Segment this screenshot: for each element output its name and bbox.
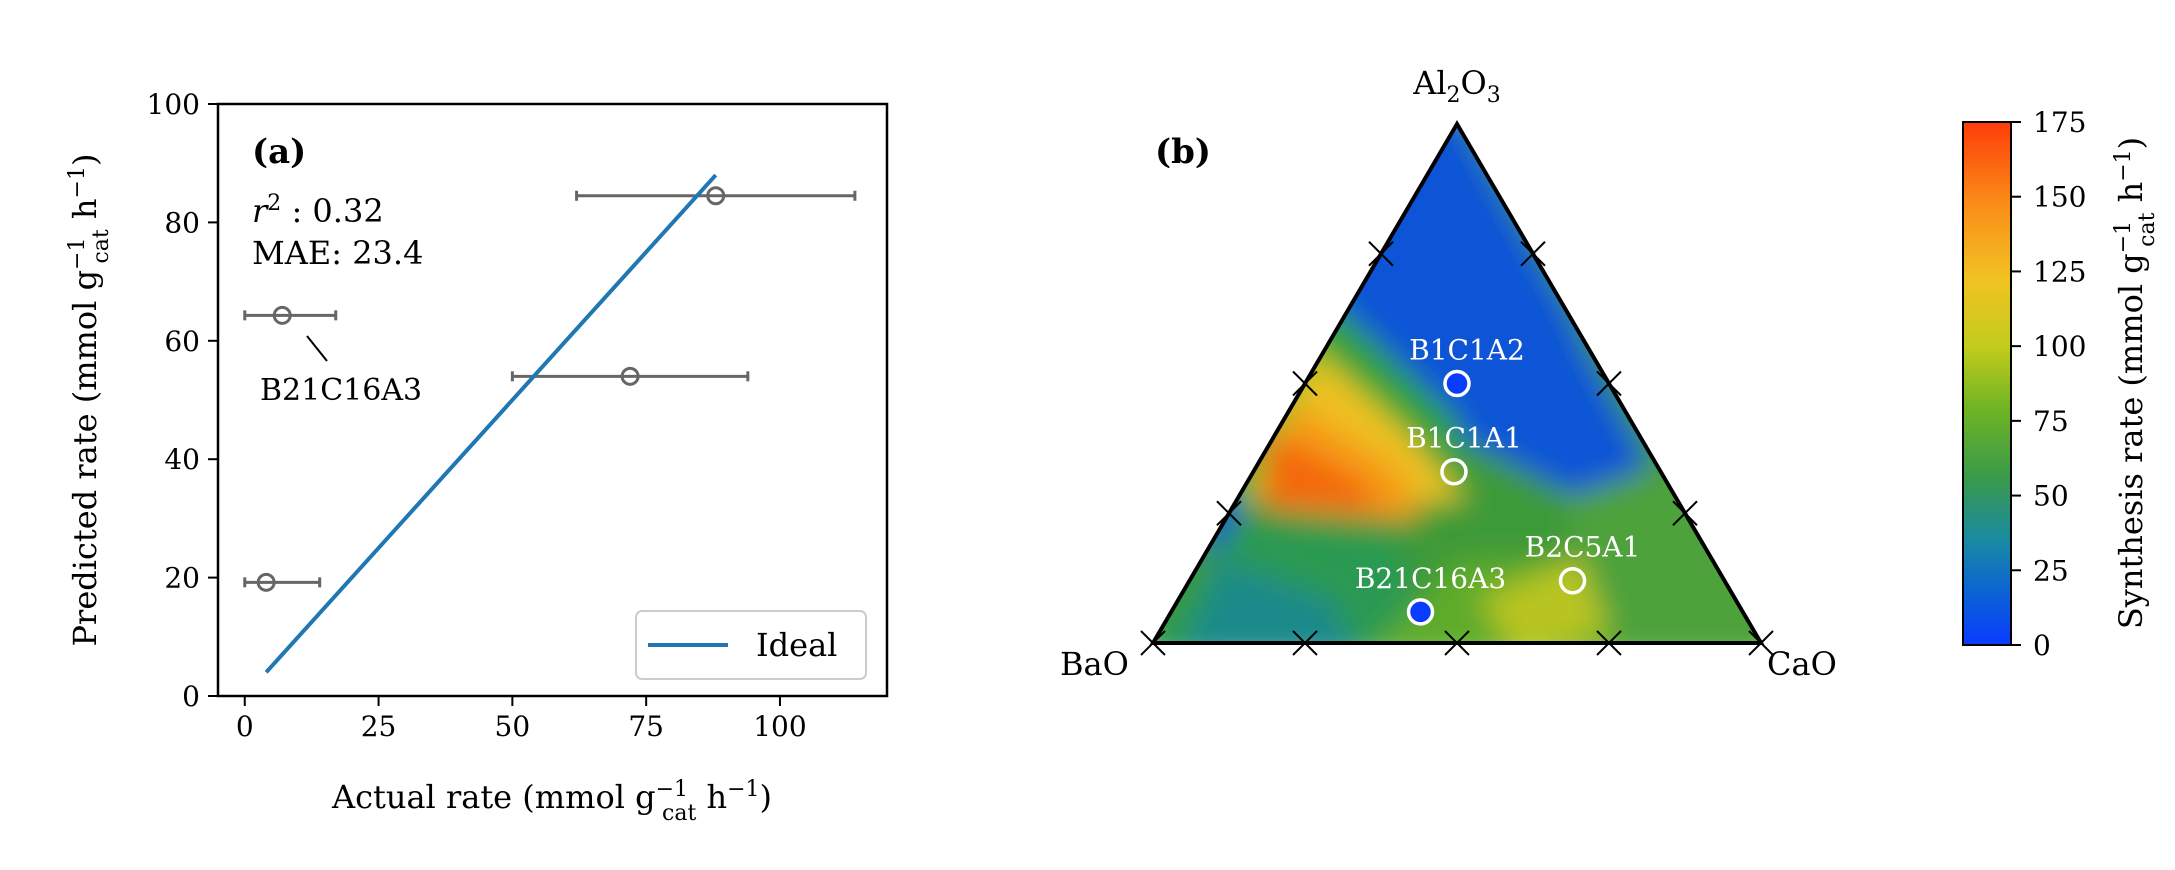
x-tick-label: 100 bbox=[753, 710, 806, 743]
colorbar-tick-label: 50 bbox=[2033, 480, 2069, 513]
data-point bbox=[620, 366, 640, 386]
ternary-tick bbox=[1140, 630, 1166, 656]
ternary-ticks bbox=[1140, 241, 1774, 656]
ternary-tick bbox=[1292, 370, 1318, 397]
data-points bbox=[256, 186, 726, 592]
ternary-tick bbox=[1520, 241, 1546, 267]
x-axis-label: Actual rate (mmol g−1 cat h−1) bbox=[331, 777, 772, 827]
x-tick-label: 0 bbox=[236, 710, 254, 743]
panel-b-ternary: (b) Al2O3 BaO CaO B1C1A2 B1C1A1 B2C5A1 B21C… bbox=[1060, 64, 1837, 683]
panel-a-scatter: 0 25 50 75 100 0 20 40 60 80 100 (a) r2 : 0.32 MAE… bbox=[65, 88, 889, 827]
x-tick-label: 75 bbox=[628, 710, 664, 743]
vertex-right-label: CaO bbox=[1767, 645, 1837, 683]
annotation-leader bbox=[306, 335, 328, 362]
data-point bbox=[272, 305, 292, 325]
ternary-tick bbox=[1368, 241, 1394, 267]
x-tick-label: 25 bbox=[361, 710, 397, 743]
y-tick-label: 60 bbox=[164, 325, 200, 358]
ternary-tick bbox=[1292, 630, 1318, 656]
sample-label: B1C1A2 bbox=[1409, 334, 1525, 367]
colorbar-tick-label: 125 bbox=[2033, 255, 2086, 288]
colorbar-tick-label: 0 bbox=[2033, 629, 2051, 662]
legend: Ideal bbox=[635, 610, 867, 680]
sample-point bbox=[1406, 598, 1435, 626]
data-point bbox=[256, 572, 276, 592]
colorbar-label: Synthesis rate (mmol g−1cat h−1) bbox=[2111, 137, 2161, 629]
colorbar: 0 25 50 75 100 125 150 175 Synthesis rate (mmol… bbox=[1962, 106, 2161, 662]
ternary-tick bbox=[1596, 370, 1622, 397]
colorbar-tick-label: 175 bbox=[2033, 106, 2086, 139]
axis-ticks-a: 0 25 50 75 100 0 20 40 60 80 100 bbox=[147, 88, 807, 743]
colorbar-tick-label: 100 bbox=[2033, 330, 2086, 363]
sample-label: B21C16A3 bbox=[1355, 562, 1506, 595]
ternary-tick bbox=[1216, 500, 1242, 526]
ideal-line bbox=[264, 173, 718, 674]
y-tick-label: 100 bbox=[147, 88, 200, 121]
plot-a-frame bbox=[216, 102, 889, 698]
point-annotation-label: B21C16A3 bbox=[260, 373, 422, 408]
colorbar-tick-label: 25 bbox=[2033, 554, 2069, 587]
panel-label-a: (a) bbox=[252, 132, 306, 172]
sample-point bbox=[1558, 566, 1587, 595]
y-tick-label: 40 bbox=[164, 443, 200, 476]
sample-label: B1C1A1 bbox=[1406, 422, 1522, 455]
sample-point bbox=[1443, 369, 1471, 398]
panel-label-b: (b) bbox=[1155, 132, 1211, 172]
ternary-tick bbox=[1748, 630, 1774, 656]
ternary-samples: B1C1A2 B1C1A1 B2C5A1 B21C16A3 bbox=[1355, 334, 1641, 626]
r2-stat: r2 : 0.32 bbox=[252, 191, 384, 231]
y-tick-label: 20 bbox=[164, 562, 200, 595]
colorbar-tick-label: 150 bbox=[2033, 181, 2086, 214]
y-axis-label: Predicted rate (mmol g−1cat h−1) bbox=[65, 154, 115, 647]
colorbar-ticks: 0 25 50 75 100 125 150 175 bbox=[2011, 106, 2086, 662]
x-tick-label: 50 bbox=[495, 710, 531, 743]
y-tick-label: 0 bbox=[182, 680, 200, 713]
sample-point bbox=[1440, 457, 1468, 486]
ternary-tick bbox=[1444, 630, 1470, 656]
legend-box bbox=[635, 610, 867, 680]
sample-label: B2C5A1 bbox=[1525, 531, 1641, 564]
legend-ideal-label: Ideal bbox=[756, 626, 837, 664]
ternary-tick bbox=[1672, 500, 1698, 526]
colorbar-tick-label: 75 bbox=[2033, 405, 2069, 438]
vertex-left-label: BaO bbox=[1060, 645, 1129, 683]
data-point bbox=[706, 186, 726, 206]
ternary-tick bbox=[1596, 630, 1622, 656]
colorbar-gradient bbox=[1962, 121, 2012, 646]
vertex-top-label: Al2O3 bbox=[1412, 64, 1501, 108]
y-tick-label: 80 bbox=[164, 206, 200, 239]
mae-stat: MAE: 23.4 bbox=[252, 234, 423, 272]
